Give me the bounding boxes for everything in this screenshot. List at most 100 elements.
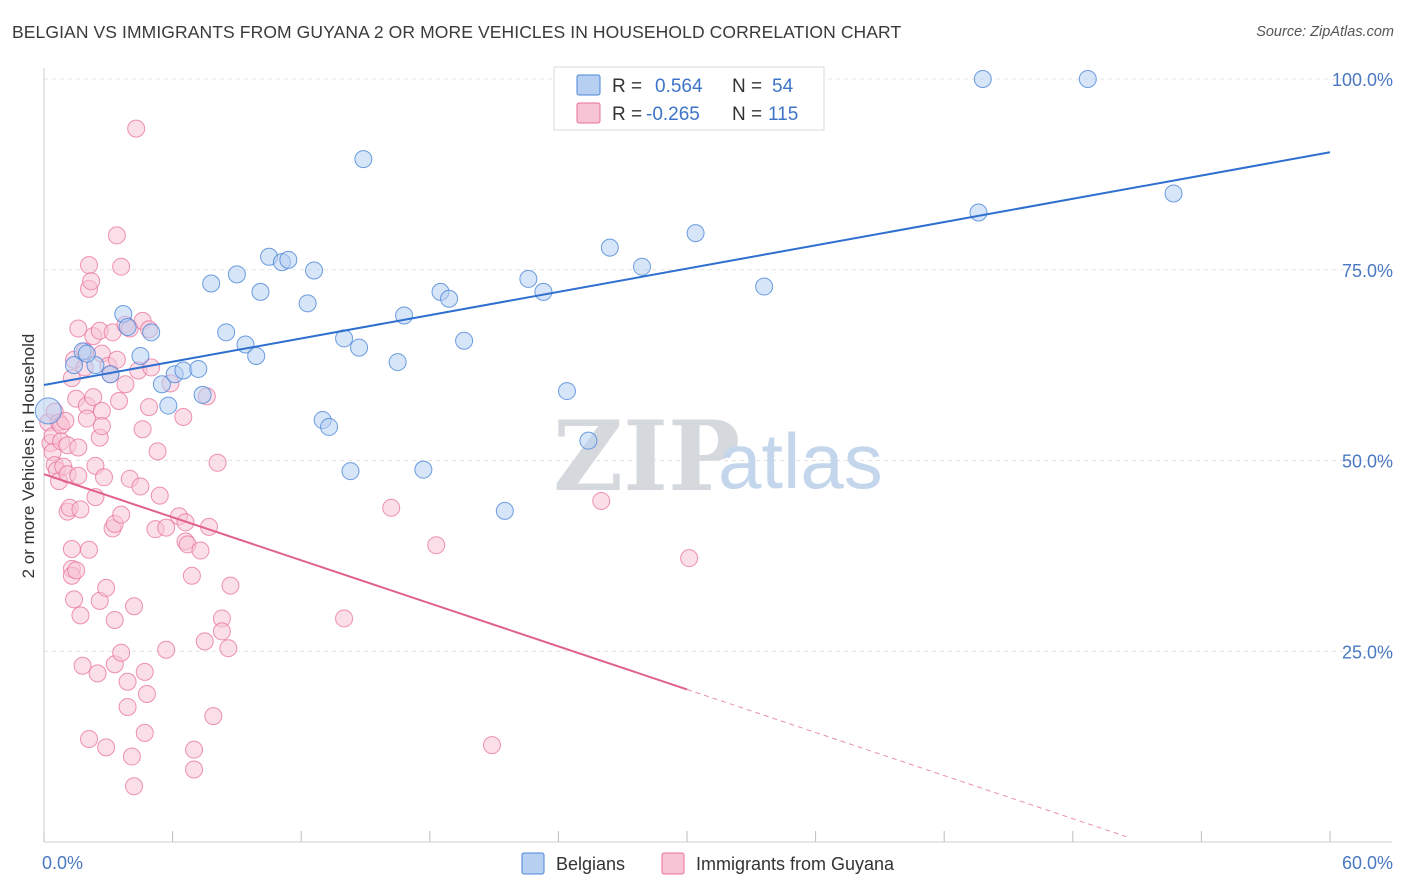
guyana-point bbox=[67, 561, 86, 580]
guyana-point bbox=[65, 590, 84, 609]
guyana-point bbox=[71, 500, 90, 519]
guyana-point bbox=[62, 540, 81, 559]
legend-r-value-guyana: -0.265 bbox=[646, 104, 700, 125]
guyana-point bbox=[135, 662, 154, 681]
guyana-point bbox=[84, 388, 103, 407]
belgians-point bbox=[354, 150, 373, 169]
guyana-point bbox=[80, 540, 99, 559]
guyana-point bbox=[335, 609, 354, 628]
legend-box: R = 0.564 N = 54 R = -0.265 N = 115 bbox=[553, 66, 825, 131]
guyana-point bbox=[88, 664, 107, 683]
guyana-point bbox=[133, 420, 152, 439]
belgians-point bbox=[174, 361, 193, 380]
guyana-point bbox=[140, 398, 159, 417]
belgians-point bbox=[341, 462, 360, 481]
legend-r-label-guyana: R = bbox=[612, 104, 642, 125]
tick-labels: 25.0% 50.0% 75.0% 100.0% 0.0% 60.0% bbox=[42, 70, 1393, 873]
guyana-point bbox=[382, 498, 401, 517]
belgians-point bbox=[755, 277, 774, 296]
guyana-trend-line bbox=[43, 473, 688, 691]
legend-r-value-belgians: 0.564 bbox=[655, 76, 703, 97]
guyana-point bbox=[150, 486, 169, 505]
bottom-legend-swatch-belgians bbox=[521, 852, 545, 875]
watermark: ZIP atlas bbox=[553, 400, 883, 513]
belgians-point bbox=[557, 382, 576, 401]
watermark-atlas: atlas bbox=[718, 417, 883, 505]
guyana-point bbox=[221, 576, 240, 595]
belgians-point bbox=[247, 346, 266, 365]
y-tick-label: 50.0% bbox=[1342, 452, 1393, 472]
belgians-point bbox=[305, 261, 324, 280]
trend-lines bbox=[43, 151, 1331, 838]
guyana-point bbox=[195, 632, 214, 651]
guyana-point bbox=[125, 597, 144, 616]
guyana-point bbox=[185, 760, 204, 779]
guyana-point bbox=[148, 442, 167, 461]
guyana-point bbox=[122, 747, 141, 766]
series-belgians-points bbox=[34, 70, 1183, 520]
belgians-point bbox=[77, 344, 96, 363]
guyana-point bbox=[482, 736, 501, 755]
bottom-legend-swatch-guyana bbox=[661, 852, 685, 875]
belgians-point bbox=[495, 501, 514, 520]
belgians-point bbox=[969, 203, 988, 222]
belgians-point bbox=[298, 294, 317, 313]
guyana-point bbox=[212, 622, 231, 641]
guyana-point bbox=[69, 319, 88, 338]
belgians-point bbox=[440, 289, 459, 308]
belgians-point bbox=[142, 323, 161, 342]
guyana-point bbox=[157, 640, 176, 659]
belgians-point bbox=[388, 353, 407, 372]
belgians-point bbox=[152, 375, 171, 394]
guyana-point bbox=[69, 438, 88, 457]
belgians-point bbox=[193, 385, 212, 404]
legend-swatch-guyana bbox=[576, 102, 601, 124]
guyana-point bbox=[77, 409, 96, 428]
guyana-point bbox=[110, 391, 129, 410]
x-tick-label-min: 0.0% bbox=[42, 853, 83, 873]
axes bbox=[43, 68, 1392, 843]
belgians-point bbox=[1164, 184, 1183, 203]
belgians-point bbox=[686, 224, 705, 243]
belgians-point bbox=[202, 274, 221, 293]
legend-swatch-belgians bbox=[576, 74, 601, 96]
belgians-point bbox=[519, 269, 538, 288]
y-tick-label: 75.0% bbox=[1342, 261, 1393, 281]
legend-n-value-belgians: 54 bbox=[772, 76, 794, 97]
belgians-point bbox=[414, 460, 433, 479]
source-credit: Source: ZipAtlas.com bbox=[1256, 24, 1394, 40]
belgians-point bbox=[1078, 70, 1097, 88]
guyana-point bbox=[105, 610, 124, 629]
guyana-point bbox=[80, 729, 99, 748]
belgians-trend-line bbox=[43, 151, 1331, 386]
guyana-point bbox=[125, 777, 144, 796]
bottom-legend-label-belgians: Belgians bbox=[556, 854, 625, 874]
belgians-point bbox=[320, 417, 339, 436]
guyana-point bbox=[118, 697, 137, 716]
y-axis-label: 2 or more Vehicles in Household bbox=[19, 334, 38, 579]
belgians-point bbox=[455, 331, 474, 350]
belgians-point bbox=[227, 265, 246, 284]
guyana-point bbox=[219, 639, 238, 658]
belgians-point bbox=[217, 323, 236, 342]
belgians-point bbox=[189, 359, 208, 378]
belgians-point bbox=[118, 317, 137, 336]
belgians-point bbox=[34, 397, 62, 425]
guyana-point bbox=[116, 375, 135, 394]
guyana-point bbox=[174, 408, 193, 427]
guyana-point bbox=[127, 119, 146, 138]
legend-r-label-belgians: R = bbox=[612, 76, 642, 97]
bottom-legend: Belgians Immigrants from Guyana bbox=[521, 852, 895, 875]
guyana-point bbox=[71, 606, 90, 625]
guyana-point bbox=[82, 272, 101, 291]
watermark-zip: ZIP bbox=[553, 400, 740, 513]
guyana-point bbox=[97, 738, 116, 757]
guyana-point bbox=[112, 257, 131, 276]
guyana-point bbox=[131, 477, 150, 496]
bottom-legend-label-guyana: Immigrants from Guyana bbox=[696, 854, 895, 874]
guyana-point bbox=[112, 643, 131, 662]
belgians-point bbox=[279, 250, 298, 269]
guyana-point bbox=[427, 536, 446, 555]
guyana-point bbox=[73, 656, 92, 675]
